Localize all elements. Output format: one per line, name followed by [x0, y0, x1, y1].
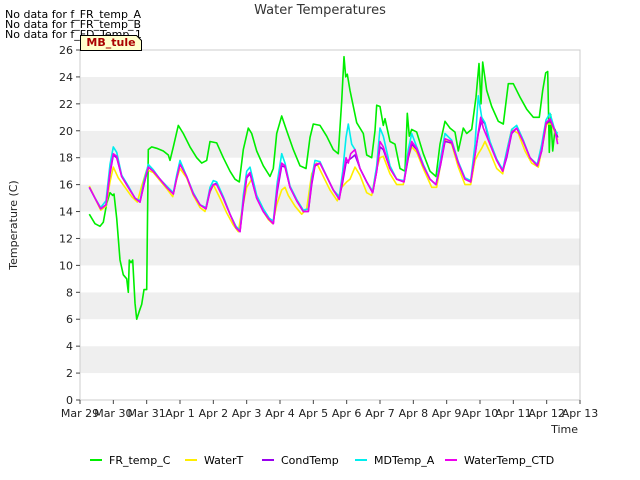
x-tick-label: Apr 3 [232, 407, 262, 420]
x-tick-label: Apr 8 [399, 407, 429, 420]
y-tick-label: 20 [59, 125, 73, 138]
x-axis-title: Time [550, 423, 578, 436]
legend-label: WaterTemp_CTD [464, 454, 554, 467]
grid-band [80, 238, 580, 266]
legend: FR_temp_C WaterT CondTemp MDTemp_A WaterTemp… [90, 454, 554, 467]
y-axis-title: Temperature (C) [7, 180, 20, 270]
x-tick-label: Apr 7 [365, 407, 395, 420]
grid-band [80, 292, 580, 320]
x-tick-label: Apr 4 [265, 407, 295, 420]
series-line-watert [88, 123, 559, 233]
grid-band [80, 76, 580, 104]
x-tick-label: Apr 12 [528, 407, 565, 420]
x-tick-label: Apr 9 [432, 407, 462, 420]
y-tick-label: 14 [59, 206, 73, 219]
y-tick-label: 16 [59, 179, 73, 192]
x-tick-label: Apr 13 [562, 407, 599, 420]
chart-title: Water Temperatures [254, 3, 386, 18]
background-bands [80, 50, 580, 400]
x-tick-label: Mar 29 [61, 407, 99, 420]
y-tick-label: 18 [59, 152, 73, 165]
series-layer [88, 55, 559, 320]
grid-band [80, 50, 580, 77]
y-tick-label: 26 [59, 44, 73, 57]
y-tick-label: 6 [66, 313, 73, 326]
site-badge-label: MB_tule [86, 36, 135, 49]
grid-band [80, 319, 580, 347]
grid-band [80, 373, 580, 400]
y-tick-label: 10 [59, 259, 73, 272]
legend-label: FR_temp_C [109, 454, 171, 467]
grid-band [80, 346, 580, 374]
y-tick-label: 4 [66, 340, 73, 353]
grid-band [80, 265, 580, 293]
x-tick-label: Apr 6 [332, 407, 362, 420]
y-tick-label: 12 [59, 232, 73, 245]
x-tick-label: Mar 31 [128, 407, 166, 420]
series-line-fr-temp-c [88, 55, 559, 320]
x-tick-label: Apr 11 [495, 407, 532, 420]
legend-label: MDTemp_A [374, 454, 435, 467]
plot-frame [79, 49, 581, 401]
y-tick-label: 22 [59, 98, 73, 111]
x-tick-label: Mar 30 [94, 407, 132, 420]
x-tick-label: Apr 1 [165, 407, 195, 420]
y-tick-label: 0 [66, 394, 73, 407]
no-data-message: No data for f_FR_temp_A [5, 8, 141, 21]
legend-label: CondTemp [281, 454, 339, 467]
x-tick-label: Apr 5 [299, 407, 329, 420]
y-tick-label: 8 [66, 286, 73, 299]
grid-band [80, 157, 580, 185]
x-tick-label: Apr 2 [199, 407, 229, 420]
grid-band [80, 211, 580, 239]
y-tick-label: 2 [66, 367, 73, 380]
site-badge-box [80, 35, 142, 51]
series-line-watertemp-ctd [88, 116, 559, 233]
x-tick-label: Apr 10 [462, 407, 499, 420]
site-badge: MB_tule [80, 35, 142, 51]
y-tick-label: 24 [59, 71, 73, 84]
legend-label: WaterT [204, 454, 244, 467]
no-data-message: No data for f_FR_temp_B [5, 18, 141, 31]
